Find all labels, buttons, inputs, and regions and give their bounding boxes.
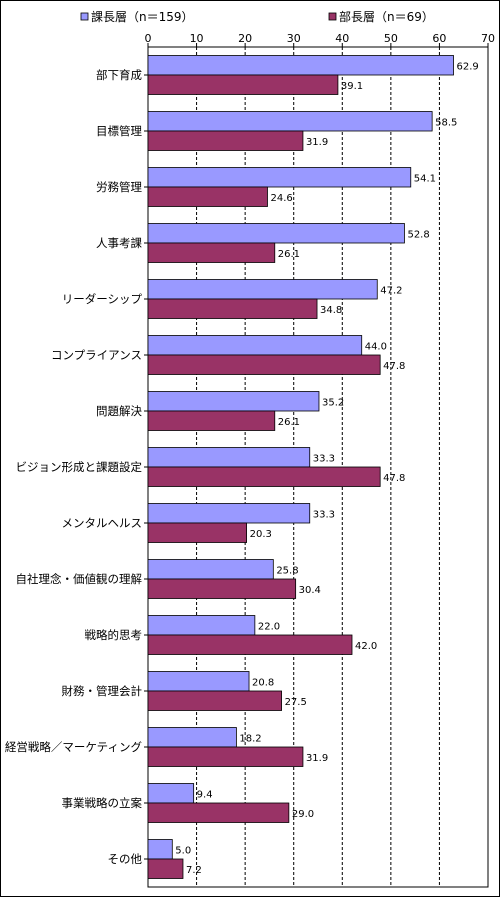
category-label: 目標管理 (96, 124, 142, 138)
bar-bucho (147, 130, 304, 151)
bar-bucho (147, 242, 276, 263)
bar-bucho (147, 298, 318, 319)
value-label: 35.2 (322, 397, 344, 408)
bar-kacho (147, 783, 195, 804)
bar-kacho (147, 223, 405, 244)
bar-kacho (147, 55, 454, 76)
value-label: 44.0 (365, 341, 387, 352)
value-label: 33.3 (313, 453, 335, 464)
bar-kacho (147, 559, 274, 580)
value-label: 7.2 (186, 865, 202, 876)
value-label: 18.2 (239, 733, 261, 744)
bar-kacho (147, 335, 363, 356)
value-label: 42.0 (355, 641, 377, 652)
bar-kacho (147, 279, 378, 300)
category-label: 財務・管理会計 (62, 684, 143, 698)
x-tick-label: 10 (190, 32, 204, 45)
x-tick-label: 50 (384, 32, 398, 45)
category-label: 労務管理 (96, 180, 142, 194)
x-axis: 0 10 20 30 40 50 60 70 (145, 32, 495, 47)
x-tick-label: 60 (432, 32, 446, 45)
bar-bucho (147, 690, 282, 711)
bar-bucho (147, 802, 290, 823)
legend: 課長層（n＝159） 部長層（n＝69） (80, 9, 434, 24)
x-tick-label: 40 (335, 32, 349, 45)
value-label: 25.8 (276, 565, 298, 576)
value-label: 9.4 (197, 789, 213, 800)
x-tick-label: 30 (287, 32, 301, 45)
legend-swatch (328, 12, 337, 21)
value-label: 39.1 (341, 81, 363, 92)
bar-kacho (147, 671, 250, 692)
bar-bucho (147, 578, 297, 599)
value-label: 47.8 (383, 473, 405, 484)
value-label: 29.0 (292, 809, 314, 820)
value-label: 26.1 (278, 417, 300, 428)
bar-bucho (147, 354, 381, 375)
value-label: 33.3 (313, 509, 335, 520)
value-label: 20.3 (250, 529, 272, 540)
bar-bucho (147, 186, 268, 207)
bar-kacho (147, 447, 311, 468)
value-label: 5.0 (175, 845, 191, 856)
bar-bucho (147, 466, 381, 487)
legend-label: 課長層（n＝159） (91, 9, 194, 24)
category-label: 部下育成 (96, 68, 142, 82)
category-label: 人事考課 (96, 236, 142, 250)
value-label: 58.5 (435, 117, 457, 128)
bar-kacho (147, 503, 311, 524)
value-label: 24.6 (270, 193, 292, 204)
value-label: 30.4 (299, 585, 321, 596)
category-label: 自社理念・価値観の理解 (16, 572, 143, 586)
category-label: 事業戦略の立案 (62, 796, 143, 810)
value-label: 34.8 (320, 305, 342, 316)
bar-bucho (147, 410, 276, 431)
bar-kacho (147, 111, 433, 132)
bar-bucho (147, 634, 353, 655)
value-label: 26.1 (278, 249, 300, 260)
bar-kacho (147, 727, 237, 748)
category-label: コンプライアンス (51, 348, 142, 362)
bar-kacho (147, 839, 173, 860)
category-label: リーダーシップ (62, 292, 143, 306)
bars: 62.9 39.1 58.5 31.9 54.1 24.6 52.8 26.1 47.2 34.8… (147, 55, 479, 879)
bar-bucho (147, 74, 339, 95)
legend-swatch (80, 12, 89, 21)
category-label: 戦略的思考 (85, 628, 143, 642)
bar-bucho (147, 746, 304, 767)
x-tick-label: 70 (481, 32, 495, 45)
value-label: 31.9 (306, 137, 328, 148)
category-labels: 部下育成目標管理労務管理人事考課リーダーシップコンプライアンス問題解決ビジョン形… (5, 68, 148, 866)
value-label: 47.8 (383, 361, 405, 372)
bar-kacho (147, 391, 320, 412)
bar-kacho (147, 615, 256, 636)
category-label: メンタルヘルス (62, 516, 143, 530)
x-tick-label: 0 (145, 32, 152, 45)
bar-bucho (147, 522, 247, 543)
category-label: 問題解決 (96, 404, 142, 418)
value-label: 20.8 (252, 677, 274, 688)
category-label: その他 (108, 852, 143, 866)
category-label: ビジョン形成と課題設定 (16, 460, 143, 474)
value-label: 31.9 (306, 753, 328, 764)
value-label: 27.5 (285, 697, 307, 708)
x-tick-label: 20 (238, 32, 252, 45)
value-label: 54.1 (414, 173, 436, 184)
category-label: 経営戦略／マーケティング (5, 740, 143, 754)
bar-kacho (147, 167, 412, 188)
legend-label: 部長層（n＝69） (339, 9, 434, 24)
bar-bucho (147, 858, 184, 879)
value-label: 22.0 (258, 621, 280, 632)
value-label: 62.9 (457, 61, 479, 72)
value-label: 52.8 (407, 229, 429, 240)
value-label: 47.2 (380, 285, 402, 296)
